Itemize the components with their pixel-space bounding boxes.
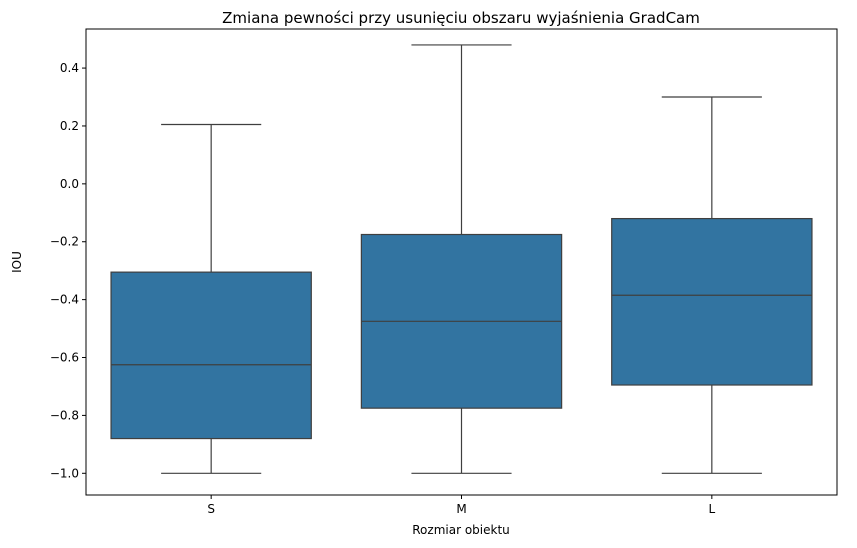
iqr-box xyxy=(611,217,813,386)
y-tick-label: 0.0 xyxy=(60,177,79,191)
x-axis-label: Rozmiar obiektu xyxy=(412,523,510,537)
box-s xyxy=(110,123,312,474)
x-tick-label: L xyxy=(708,502,715,516)
y-tick-label: 0.2 xyxy=(60,119,79,133)
y-axis-label: IOU xyxy=(10,251,24,273)
box-l xyxy=(611,96,813,474)
x-tick-label: S xyxy=(207,502,215,516)
chart-title: Zmiana pewności przy usunięciu obszaru w… xyxy=(222,9,700,27)
iqr-box xyxy=(110,271,312,440)
box-m xyxy=(360,44,563,474)
plot-area xyxy=(110,44,813,474)
y-tick-label: 0.4 xyxy=(60,61,79,75)
y-tick-label: −0.2 xyxy=(50,235,79,249)
y-tick-label: −1.0 xyxy=(50,466,79,480)
y-tick-label: −0.8 xyxy=(50,408,79,422)
y-axis: 0.4 0.2 0.0 −0.2 −0.4 −0.6 −0.8 −1.0 xyxy=(50,61,86,480)
y-tick-label: −0.4 xyxy=(50,293,79,307)
y-tick-label: −0.6 xyxy=(50,351,79,365)
x-tick-label: M xyxy=(456,502,466,516)
